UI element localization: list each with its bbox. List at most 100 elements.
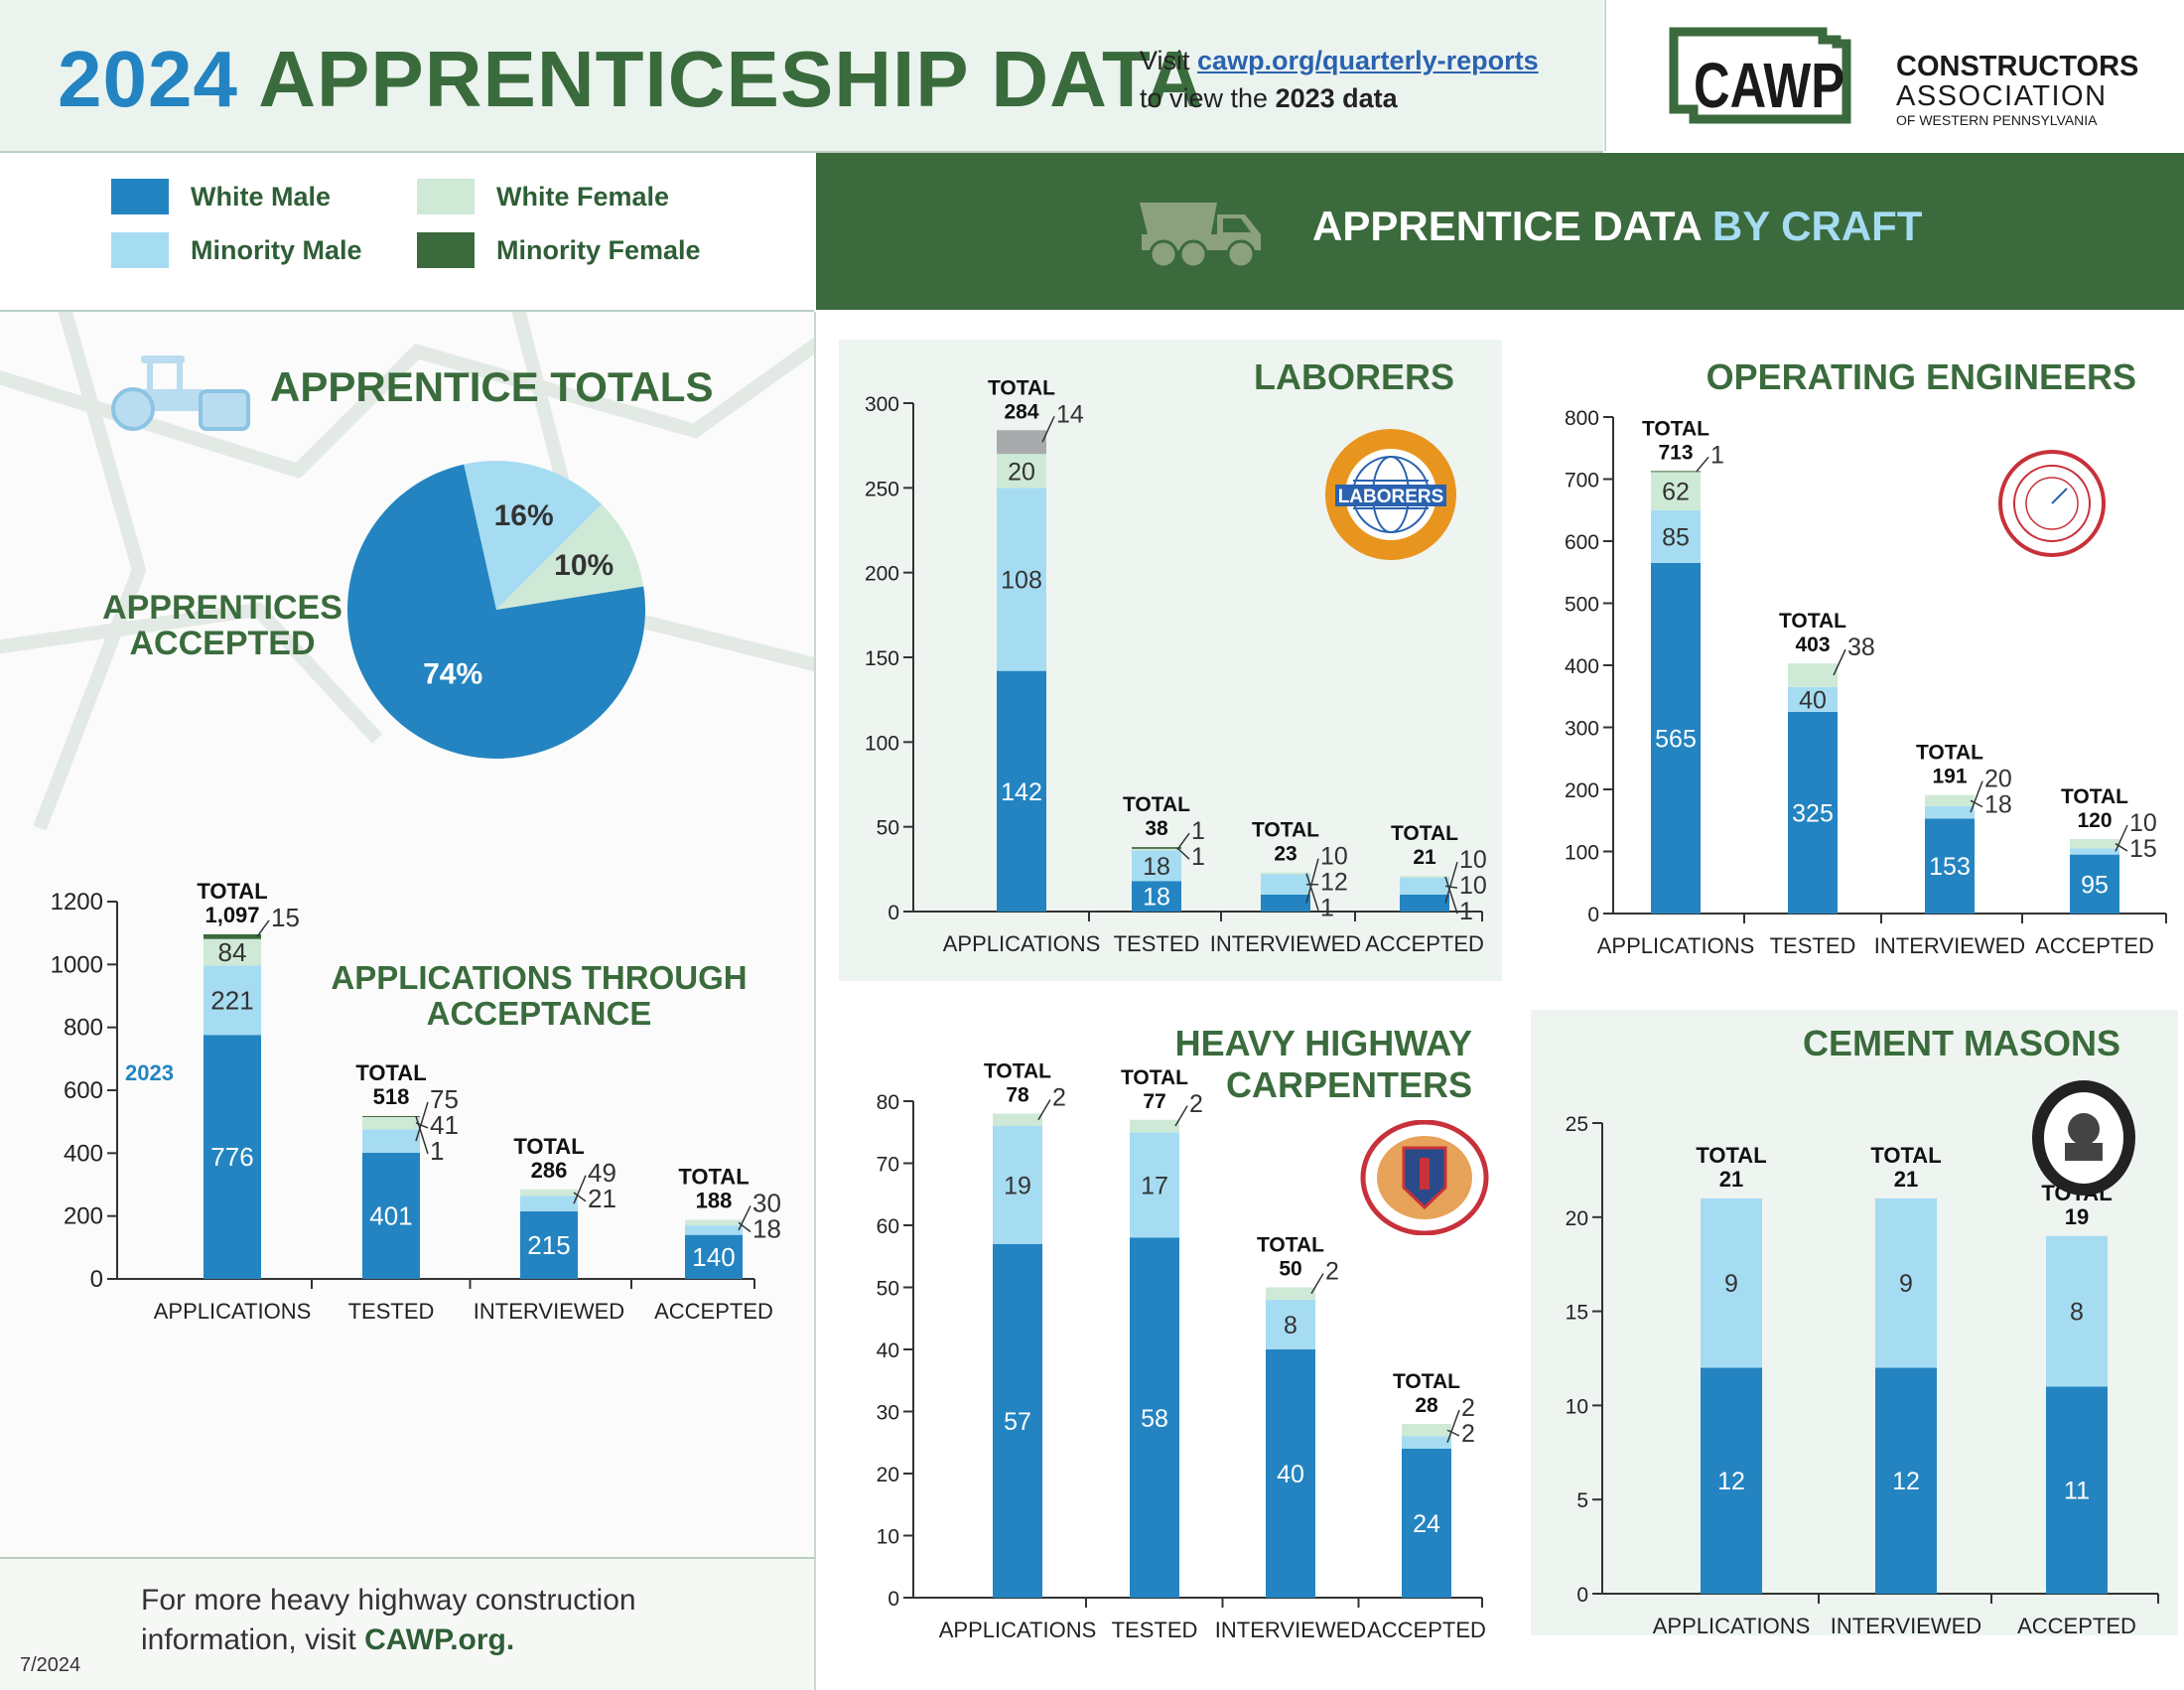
- bar-segment: [1400, 895, 1449, 912]
- bar-value-label: 565: [1655, 725, 1697, 753]
- total-value: 403: [1795, 634, 1830, 656]
- bar-segment: [1261, 874, 1310, 894]
- legend-swatch: [417, 179, 475, 214]
- x-category-label: APPLICATIONS: [939, 1618, 1097, 1642]
- total-value: 19: [2065, 1204, 2089, 1229]
- laborers-logo-text: LABORERS: [1338, 487, 1444, 507]
- total-value: 50: [1279, 1258, 1301, 1281]
- x-category-label: INTERVIEWED: [1215, 1618, 1366, 1642]
- legend-label: White Female: [496, 182, 669, 212]
- header: 2024 APPRENTICESHIP DATA Visit cawp.org/…: [0, 0, 1603, 153]
- leader-line: [1042, 416, 1054, 442]
- total-value: 286: [531, 1158, 568, 1183]
- bar-value-label: 18: [1984, 791, 2012, 819]
- bar-value-label: 2: [1461, 1420, 1475, 1448]
- bar-value-label: 1: [430, 1136, 444, 1166]
- y-tick-label: 300: [865, 393, 899, 416]
- bar-value-label: 21: [588, 1184, 616, 1213]
- bar-segment: [1925, 806, 1975, 819]
- legend-item-minority-male: Minority Male: [111, 232, 362, 268]
- total-label: TOTAL: [988, 376, 1055, 399]
- y-tick-label: 0: [90, 1266, 103, 1293]
- craft-banner: APPRENTICE DATA BY CRAFT: [816, 153, 2184, 310]
- legend-item-white-female: White Female: [417, 179, 669, 214]
- bar-value-label: 142: [1001, 778, 1042, 806]
- bar-value-label: 18: [1143, 884, 1170, 912]
- craft-title-main: APPRENTICE DATA: [1312, 203, 1712, 249]
- bar-value-label: 12: [1320, 869, 1348, 897]
- cawp-link[interactable]: CAWP.org.: [364, 1623, 514, 1656]
- total-label: TOTAL: [1779, 610, 1846, 633]
- bar-segment: [1400, 878, 1449, 895]
- x-category-label: ACCEPTED: [2035, 933, 2154, 958]
- legend-label: White Male: [191, 182, 331, 212]
- bar-value-label: 38: [1847, 634, 1875, 661]
- x-category-label: APPLICATIONS: [943, 931, 1101, 956]
- road-roller-icon: [103, 352, 250, 431]
- y-tick-label: 70: [877, 1154, 899, 1177]
- y-tick-label: 10: [1566, 1395, 1588, 1418]
- legend-item-white-male: White Male: [111, 179, 331, 214]
- cement-masons-title: CEMENT MASONS: [1803, 1023, 2120, 1063]
- heavy-highway-title-line1: HEAVY HIGHWAY: [1175, 1023, 1472, 1063]
- y-tick-label: 20: [1566, 1207, 1588, 1230]
- total-label: TOTAL: [1870, 1143, 1941, 1168]
- bar-value-label: 2: [1052, 1084, 1066, 1112]
- page-title: 2024 APPRENTICESHIP DATA: [58, 30, 1204, 129]
- bar-segment: [362, 1116, 420, 1117]
- total-value: 21: [1894, 1167, 1918, 1192]
- leader-line: [1175, 1106, 1187, 1126]
- total-label: TOTAL: [1257, 1234, 1324, 1257]
- quarterly-reports-link[interactable]: cawp.org/quarterly-reports: [1197, 46, 1539, 75]
- footer-line2: information, visit: [141, 1623, 364, 1656]
- x-category-label: TESTED: [1114, 931, 1200, 956]
- legend-swatch: [417, 232, 475, 268]
- y-tick-label: 60: [877, 1215, 899, 1238]
- x-category-label: APPLICATIONS: [1653, 1614, 1811, 1638]
- y-tick-label: 20: [877, 1464, 899, 1486]
- y-tick-label: 200: [64, 1203, 103, 1230]
- total-value: 518: [373, 1084, 410, 1109]
- bar-value-label: 62: [1662, 478, 1690, 505]
- y-tick-label: 300: [1565, 718, 1599, 741]
- y-tick-label: 30: [877, 1402, 899, 1425]
- bar-value-label: 20: [1008, 458, 1035, 486]
- pie-label: APPRENTICES ACCEPTED: [97, 590, 347, 661]
- bar-segment: [1261, 895, 1310, 912]
- bar-value-label: 12: [1892, 1468, 1920, 1495]
- bar-value-label: 1: [1191, 843, 1205, 871]
- bar-value-label: 15: [2129, 835, 2157, 863]
- visit-note: Visit cawp.org/quarterly-reports to view…: [1140, 42, 1539, 117]
- bar-value-label: 58: [1141, 1405, 1168, 1433]
- total-value: 78: [1006, 1084, 1029, 1107]
- leader-line: [1311, 1274, 1323, 1294]
- total-value: 21: [1719, 1167, 1743, 1192]
- bar-value-label: 11: [2064, 1478, 2090, 1505]
- bar-value-label: 153: [1929, 853, 1971, 881]
- y-tick-label: 80: [877, 1091, 899, 1114]
- total-label: TOTAL: [1916, 742, 1983, 765]
- visit-bold: 2023 data: [1276, 83, 1398, 113]
- x-category-label: TESTED: [1112, 1618, 1198, 1642]
- bar-value-label: 9: [1899, 1270, 1913, 1298]
- x-category-label: APPLICATIONS: [154, 1299, 312, 1324]
- y-tick-label: 100: [865, 732, 899, 755]
- bar-segment: [362, 1116, 420, 1129]
- legend-swatch: [111, 179, 169, 214]
- cawp-logo: CAWP CONSTRUCTORS ASSOCIATION OF WESTERN…: [1606, 0, 2184, 151]
- y-tick-label: 100: [1565, 842, 1599, 865]
- bar-segment: [1261, 873, 1310, 875]
- legend-label: Minority Male: [191, 235, 362, 266]
- footer-text: For more heavy highway construction info…: [141, 1581, 636, 1660]
- bar-value-label: 84: [218, 937, 247, 967]
- bar-value-label: 140: [692, 1242, 735, 1272]
- bar-value-label: 14: [1056, 400, 1084, 428]
- y-tick-label: 250: [865, 478, 899, 500]
- laborers-logo: LABORERS: [1321, 425, 1460, 564]
- x-category-label: INTERVIEWED: [1874, 933, 2025, 958]
- y-tick-label: 600: [1565, 531, 1599, 554]
- bar-value-label: 17: [1141, 1172, 1168, 1199]
- y-tick-label: 400: [64, 1140, 103, 1167]
- footer-date: 7/2024: [20, 1654, 80, 1677]
- bar-segment: [520, 1196, 578, 1211]
